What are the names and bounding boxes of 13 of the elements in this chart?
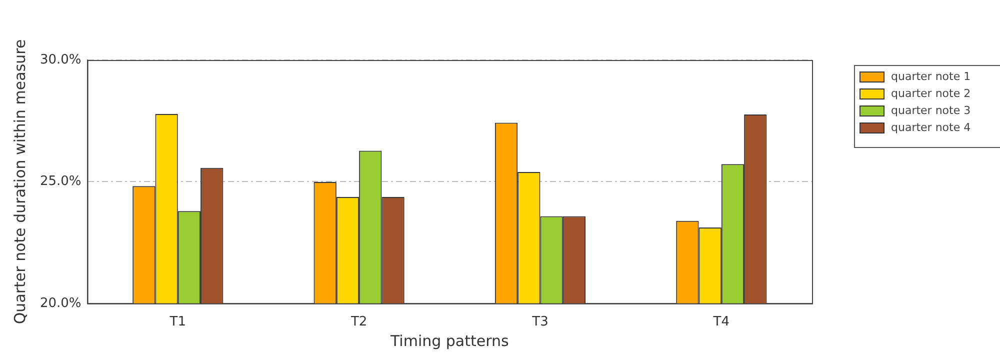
x-axis-title: Timing patterns bbox=[389, 332, 510, 350]
x-tick-label: T3 bbox=[531, 314, 548, 330]
x-tick-label: T2 bbox=[350, 314, 368, 330]
x-tick-label: T4 bbox=[712, 314, 730, 330]
legend-label: quarter note 1 bbox=[891, 70, 971, 83]
legend-label: quarter note 4 bbox=[891, 120, 971, 134]
x-tick-label: T1 bbox=[168, 314, 186, 330]
y-tick-label: 20.0% bbox=[40, 296, 82, 311]
y-tick-label: 30.0% bbox=[40, 52, 82, 68]
legend-label: quarter note 3 bbox=[891, 104, 971, 117]
y-tick-label: 25.0% bbox=[40, 174, 82, 190]
y-axis-title: Quarter note duration within measure bbox=[10, 39, 29, 324]
legend-label: quarter note 2 bbox=[891, 86, 971, 100]
